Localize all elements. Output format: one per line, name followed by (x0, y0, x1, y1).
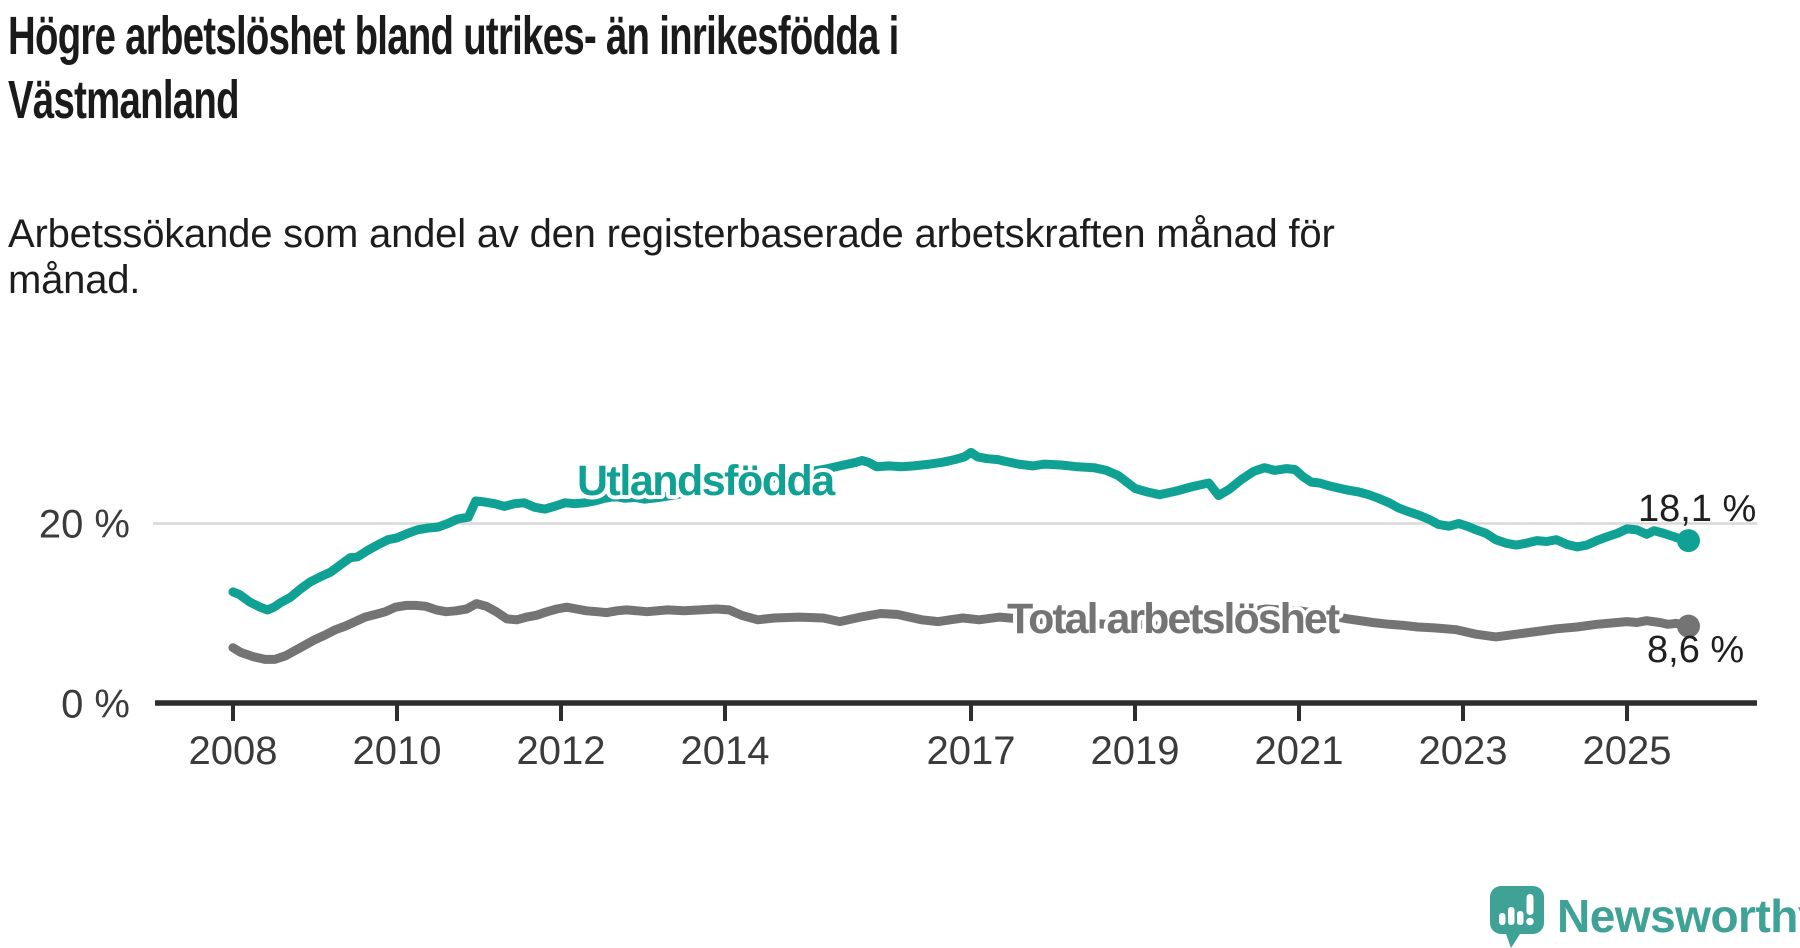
end-value-label-total: 8,6 % (1647, 629, 1744, 671)
x-axis-tick-label: 2014 (681, 729, 770, 773)
newsworthy-logo-text: Newsworthy (1557, 890, 1800, 942)
axis-tick-layer: 0 % 20 % 2008 2010 2012 2014 2017 2019 2021 2023 2… (39, 503, 1672, 774)
y-axis-tick-label: 20 % (39, 503, 130, 547)
newsworthy-logo: Newsworthy (1490, 886, 1800, 948)
x-axis-tick-label: 2017 (927, 729, 1016, 773)
x-axis-tick-label: 2023 (1419, 729, 1508, 773)
series-layer (228, 447, 1700, 664)
page-title: Högre arbetslöshet bland utrikes- än inr… (8, 4, 1262, 132)
x-axis-tick-label: 2019 (1091, 729, 1180, 773)
page-title-line-1: Högre arbetslöshet bland utrikes- än inr… (8, 6, 899, 66)
series-end-dot-1 (1677, 614, 1700, 638)
logo-exclamation-dot (1526, 917, 1534, 926)
series-label-utlandsfodda: Utlandsfödda (577, 457, 836, 505)
logo-exclamation-bar (1526, 894, 1534, 915)
logo-bar-2 (1508, 907, 1515, 925)
series-label-total-arbetsloshet: Total arbetslöshet (1007, 595, 1340, 643)
x-axis-tick-label: 2012 (517, 729, 606, 773)
x-axis-tick-label: 2010 (353, 729, 442, 773)
y-axis-tick-label: 0 % (61, 683, 130, 727)
logo-bar-3 (1517, 911, 1524, 925)
newsworthy-logo-icon (1490, 886, 1544, 948)
chart-subtitle-line-1: Arbetssökande som andel av den registerb… (8, 212, 1335, 256)
x-axis-tick-label: 2008 (189, 729, 278, 773)
series-line-1 (228, 599, 1693, 664)
page-title-line-2: Västmanland (8, 70, 240, 130)
end-value-label-utlandsfodda: 18,1 % (1638, 488, 1756, 530)
logo-bar-1 (1499, 913, 1506, 925)
chart-subtitle-line-2: månad. (8, 258, 141, 302)
x-axis-tick-label: 2025 (1583, 729, 1672, 773)
chart-subtitle: Arbetssökande som andel av den registerb… (8, 211, 1335, 303)
x-axis-tick-label: 2021 (1255, 729, 1344, 773)
series-line-0 (228, 447, 1693, 615)
series-end-dot-0 (1677, 529, 1700, 553)
